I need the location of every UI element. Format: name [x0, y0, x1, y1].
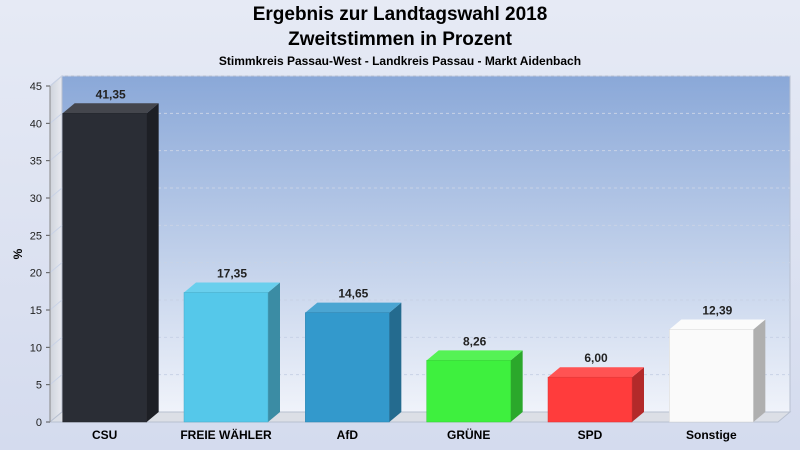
gridline-side [49, 187, 63, 199]
y-tick-label: 40 [30, 118, 42, 130]
y-tick-label: 10 [30, 342, 42, 354]
gridline-side [49, 150, 63, 162]
value-label: 12,39 [702, 303, 732, 317]
bar-sonstige [669, 319, 766, 423]
bar-afd [305, 302, 402, 423]
chart-subtitle: Stimmkreis Passau-West - Landkreis Passa… [218, 54, 582, 68]
gridline-side [49, 224, 63, 236]
chart-title-line-2: Zweitstimmen in Prozent [288, 29, 512, 50]
y-tick-label: 25 [30, 230, 42, 242]
gridline-side [49, 299, 63, 311]
bar-spd [547, 367, 644, 423]
gridline-side [49, 112, 63, 124]
y-axis-label: % [11, 248, 25, 259]
category-label: FREIE WÄHLER [180, 427, 272, 442]
category-label: AfD [337, 428, 359, 442]
y-tick-label: 5 [36, 380, 42, 392]
y-tick-label: 0 [36, 417, 42, 429]
category-label: CSU [92, 428, 117, 442]
value-label: 14,65 [338, 287, 368, 301]
bar-grüne [426, 350, 523, 423]
category-label: Sonstige [686, 428, 737, 442]
value-label: 6,00 [584, 351, 608, 365]
y-tick-label: 15 [30, 305, 42, 317]
plot-background [61, 75, 791, 413]
gridline-side [49, 262, 63, 274]
y-tick-label: 20 [30, 268, 42, 280]
gridline-side [49, 336, 63, 348]
value-label: 41,35 [96, 87, 126, 101]
chart-title-line-1: Ergebnis zur Landtagswahl 2018 [252, 4, 548, 25]
value-label: 8,26 [463, 334, 487, 348]
bar-freie-wähler [183, 282, 280, 423]
y-tick-label: 35 [30, 156, 42, 168]
category-label: SPD [578, 428, 603, 442]
plot-side-wall [49, 74, 63, 424]
gridline-side [49, 374, 63, 386]
gridline-side [49, 75, 63, 87]
y-tick-label: 30 [30, 193, 42, 205]
category-label: GRÜNE [447, 427, 490, 442]
y-tick-label: 45 [30, 81, 42, 93]
value-label: 17,35 [217, 266, 247, 280]
bar-csu [62, 103, 159, 423]
